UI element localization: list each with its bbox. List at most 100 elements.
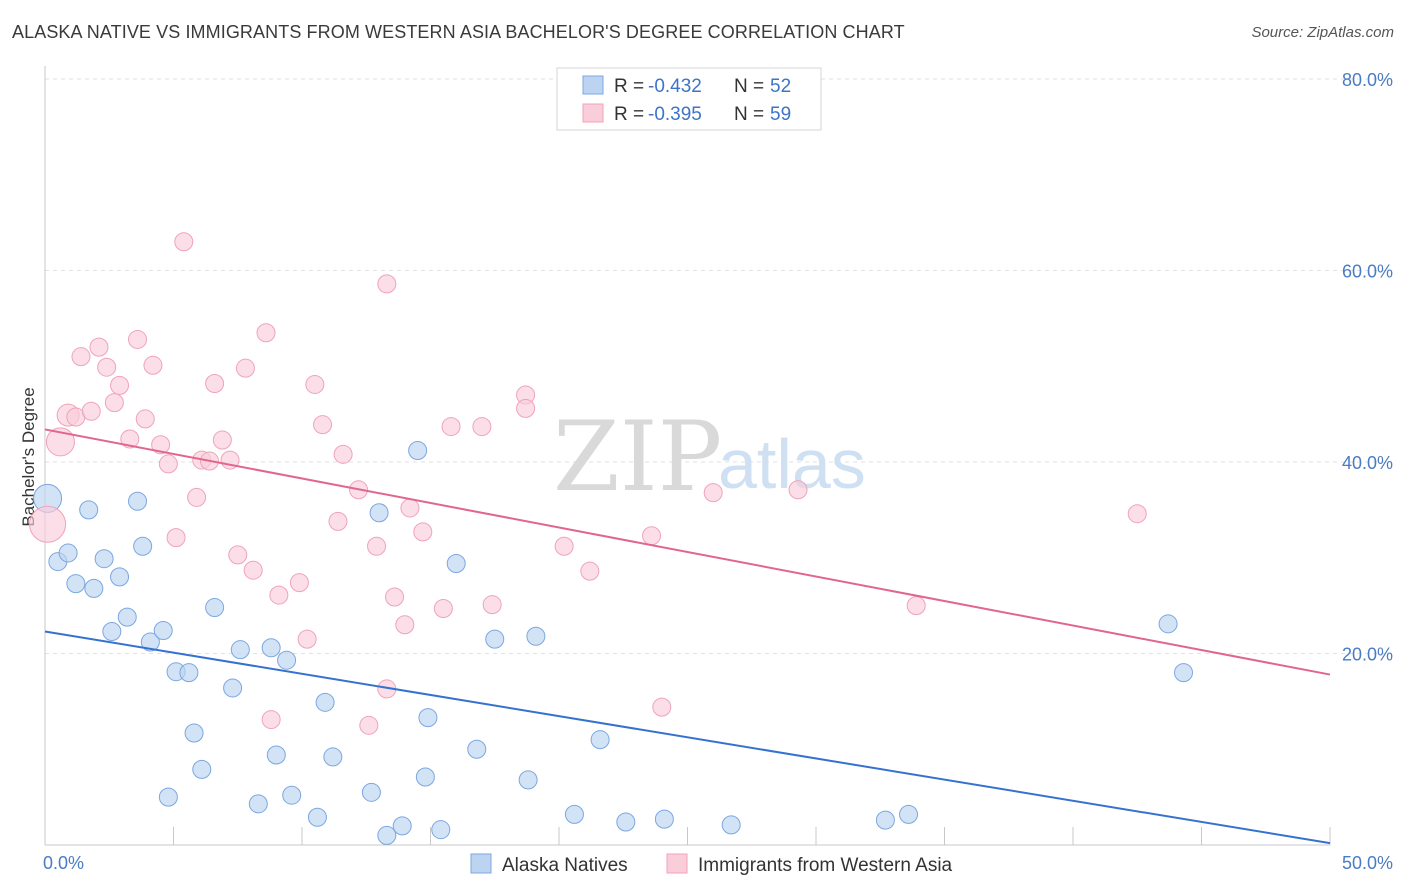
legend-n-value: 59 <box>770 104 791 125</box>
data-point <box>205 373 225 393</box>
data-point <box>128 491 148 511</box>
data-point <box>277 650 297 670</box>
data-point <box>580 561 600 581</box>
data-point <box>315 692 335 712</box>
data-point <box>431 820 451 840</box>
x-tick-label: 50.0% <box>1342 853 1393 873</box>
legend-n-label: N = <box>734 76 764 97</box>
source-label: Source: ZipAtlas.com <box>1251 24 1394 41</box>
data-point <box>269 585 289 605</box>
data-point <box>359 715 379 735</box>
data-point <box>81 401 101 421</box>
data-point <box>120 429 140 449</box>
data-point <box>323 747 343 767</box>
data-point <box>367 536 387 556</box>
data-point <box>313 415 333 435</box>
data-point <box>256 323 276 343</box>
data-point <box>104 393 124 413</box>
data-point <box>128 329 148 349</box>
data-point <box>184 723 204 743</box>
data-point <box>564 804 584 824</box>
data-point <box>102 621 122 641</box>
data-point <box>305 374 325 394</box>
data-point <box>243 560 263 580</box>
series-legend: Alaska Natives Immigrants from Western A… <box>470 853 953 876</box>
data-point <box>84 578 104 598</box>
data-point <box>66 574 86 594</box>
data-point <box>58 543 78 563</box>
data-point <box>554 536 574 556</box>
data-point <box>433 598 453 618</box>
data-point <box>875 810 895 830</box>
data-point <box>377 274 397 294</box>
data-point <box>333 444 353 464</box>
data-point <box>71 347 91 367</box>
data-point <box>307 807 327 827</box>
data-point <box>400 498 420 518</box>
data-point <box>392 816 412 836</box>
series-legend-swatch-alaska-natives <box>470 853 492 874</box>
data-point <box>413 522 433 542</box>
data-point <box>415 767 435 787</box>
y-tick-labels: 20.0% 40.0% 60.0% 80.0% <box>1342 70 1393 665</box>
data-point <box>230 640 250 660</box>
data-point <box>248 794 268 814</box>
data-point <box>482 595 502 615</box>
x-tick-label: 0.0% <box>43 853 84 873</box>
legend-swatch-alaska-natives <box>582 75 604 95</box>
legend-n-value: 52 <box>770 76 791 97</box>
data-point <box>369 503 389 523</box>
data-point <box>788 480 808 500</box>
y-tick-label: 20.0% <box>1342 645 1393 665</box>
data-point <box>408 441 428 461</box>
legend-r-value: -0.432 <box>648 76 702 97</box>
data-point <box>158 454 178 474</box>
x-ticks: 0.0% 50.0% <box>43 827 1393 873</box>
data-point <box>135 409 155 429</box>
data-point <box>151 435 171 455</box>
y-tick-label: 40.0% <box>1342 453 1393 473</box>
data-point <box>174 232 194 252</box>
legend-r-label: R = <box>614 76 644 97</box>
data-point <box>472 417 492 437</box>
data-point <box>642 526 662 546</box>
data-point <box>110 567 130 587</box>
data-point <box>616 812 636 832</box>
watermark-zip: ZIP <box>553 401 722 513</box>
data-point <box>1174 663 1194 683</box>
data-point <box>1127 504 1147 524</box>
data-point <box>485 629 505 649</box>
data-point <box>518 770 538 790</box>
data-point <box>79 500 99 520</box>
data-point <box>228 545 248 565</box>
y-tick-label: 60.0% <box>1342 262 1393 282</box>
data-point <box>446 553 466 573</box>
data-point <box>721 815 741 835</box>
data-point <box>590 730 610 750</box>
data-point <box>654 809 674 829</box>
series-legend-swatch-western-asia <box>666 853 688 874</box>
data-point <box>261 638 281 658</box>
trend-line <box>44 428 1331 676</box>
chart-title: ALASKA NATIVE VS IMMIGRANTS FROM WESTERN… <box>12 22 905 42</box>
data-point <box>192 759 212 779</box>
data-point <box>133 536 153 556</box>
data-point <box>166 528 186 548</box>
data-point <box>117 607 137 627</box>
legend-r-value: -0.395 <box>648 104 702 125</box>
legend-swatch-western-asia <box>582 103 604 123</box>
data-point <box>223 678 243 698</box>
data-point <box>89 337 109 357</box>
legend-r-label: R = <box>614 104 644 125</box>
data-point <box>526 626 546 646</box>
data-point <box>899 804 919 824</box>
data-point <box>29 505 67 543</box>
data-point <box>235 358 255 378</box>
series-legend-label-alaska-natives: Alaska Natives <box>502 855 628 876</box>
data-point <box>143 355 163 375</box>
data-point <box>703 483 723 503</box>
watermark: ZIP atlas <box>553 401 866 513</box>
data-point <box>328 511 348 531</box>
series-alaska-natives-points <box>33 441 1194 845</box>
